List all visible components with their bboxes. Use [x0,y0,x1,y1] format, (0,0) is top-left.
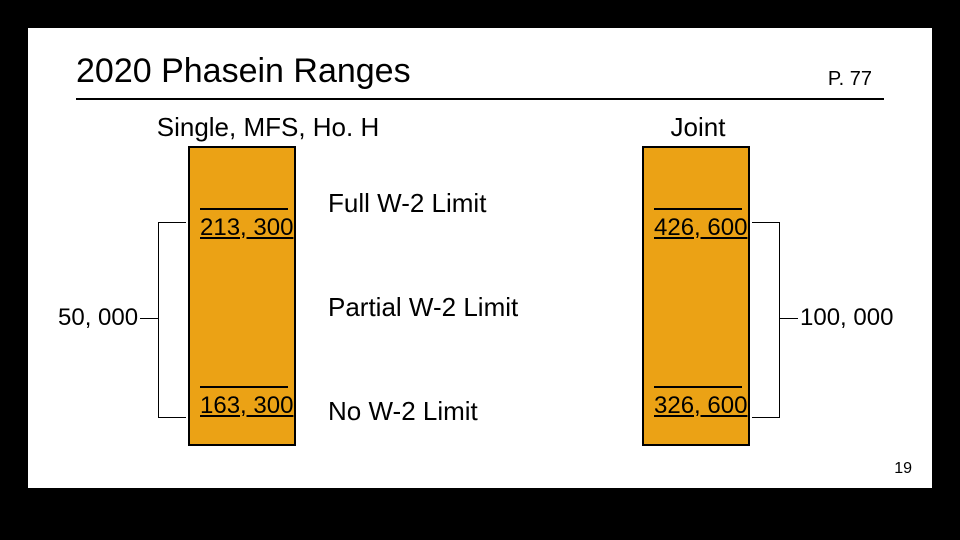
bracket-right-tick [780,318,798,319]
column-header-single: Single, MFS, Ho. H [128,112,408,143]
limit-label-partial: Partial W-2 Limit [328,292,608,323]
bracket-left-tick [140,318,158,319]
value-divider [654,386,742,388]
slide-title: 2020 Phasein Ranges [76,52,411,91]
bracket-left [158,222,186,418]
range-label-single: 50, 000 [58,304,138,332]
range-label-joint: 100, 000 [800,304,893,332]
value-divider [654,208,742,210]
page-reference: P. 77 [828,68,872,91]
limit-label-none: No W-2 Limit [328,396,608,427]
bracket-right [752,222,780,418]
value-divider [200,386,288,388]
value-joint-upper: 426, 600 [654,214,747,242]
value-joint-lower: 326, 600 [654,392,747,420]
column-header-joint: Joint [628,112,768,143]
value-single-lower: 163, 300 [200,392,293,420]
title-underline [76,98,884,100]
value-single-upper: 213, 300 [200,214,293,242]
value-divider [200,208,288,210]
slide-number: 19 [894,460,912,478]
limit-label-full: Full W-2 Limit [328,188,608,219]
slide-card: 2020 Phasein Ranges P. 77 Single, MFS, H… [28,28,932,488]
